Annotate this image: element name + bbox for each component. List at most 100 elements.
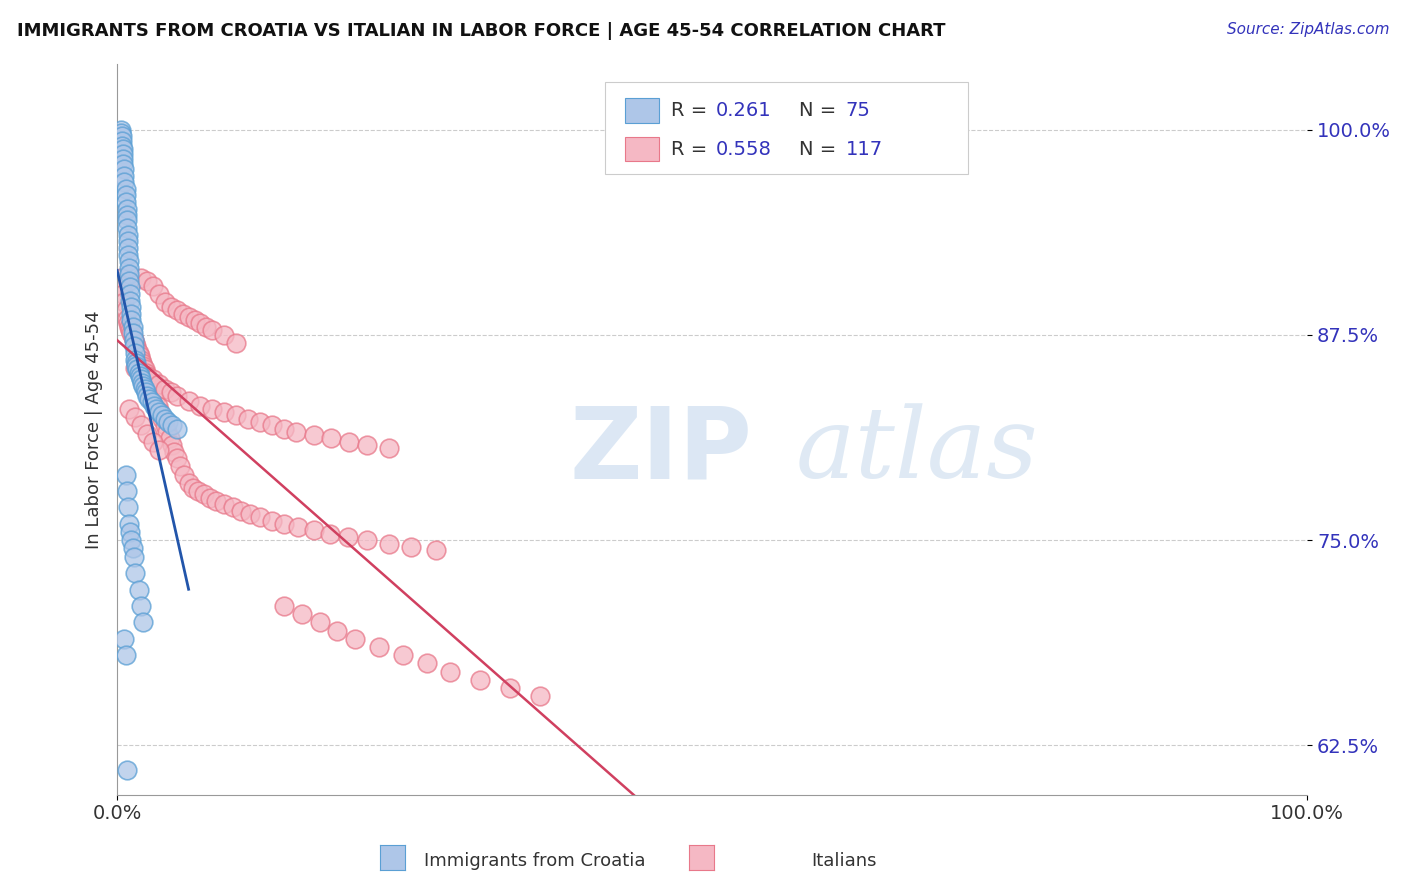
Point — [128, 349, 150, 363]
Point — [128, 582, 150, 597]
Point — [114, 188, 136, 202]
FancyBboxPatch shape — [605, 82, 969, 174]
Point — [121, 313, 143, 327]
Point — [153, 295, 176, 310]
Point — [356, 533, 378, 548]
Point — [399, 540, 422, 554]
Point — [157, 415, 180, 429]
Point — [166, 389, 188, 403]
Point — [110, 270, 132, 285]
Point — [177, 393, 200, 408]
Text: IMMIGRANTS FROM CROATIA VS ITALIAN IN LABOR FORCE | AGE 45-54 CORRELATION CHART: IMMIGRANTS FROM CROATIA VS ITALIAN IN LA… — [17, 22, 945, 40]
Point — [112, 287, 135, 301]
Point — [115, 213, 138, 227]
Point — [121, 329, 143, 343]
Point — [377, 536, 399, 550]
Point — [177, 475, 200, 490]
Point — [163, 444, 186, 458]
Point — [124, 346, 146, 360]
Point — [128, 369, 150, 384]
Point — [138, 392, 160, 406]
Point — [129, 599, 152, 613]
Point — [111, 278, 134, 293]
Point — [291, 607, 314, 621]
Point — [121, 300, 143, 314]
Point — [121, 326, 143, 341]
Point — [117, 235, 139, 249]
Point — [225, 409, 247, 423]
Point — [117, 500, 139, 515]
Bar — [626, 137, 658, 161]
Point — [146, 399, 169, 413]
Point — [321, 432, 343, 446]
Point — [112, 175, 135, 189]
Point — [132, 359, 155, 374]
Point — [159, 385, 181, 400]
Text: 117: 117 — [845, 140, 883, 159]
Point — [142, 385, 165, 400]
Point — [112, 157, 135, 171]
Point — [127, 362, 149, 376]
Point — [114, 648, 136, 663]
Point — [152, 409, 174, 423]
Point — [229, 504, 252, 518]
Point — [129, 270, 152, 285]
Point — [139, 379, 162, 393]
Point — [149, 405, 172, 419]
Point — [239, 507, 262, 521]
Point — [114, 194, 136, 209]
Point — [120, 524, 142, 539]
Point — [136, 389, 159, 403]
Point — [173, 467, 195, 482]
Point — [128, 346, 150, 360]
Point — [499, 681, 522, 695]
Point — [121, 541, 143, 556]
Point — [166, 451, 188, 466]
Point — [287, 520, 309, 534]
Point — [326, 624, 349, 638]
Point — [153, 411, 176, 425]
Point — [132, 379, 155, 393]
Point — [225, 336, 247, 351]
Point — [120, 323, 142, 337]
Point — [153, 418, 176, 433]
Point — [125, 339, 148, 353]
Point — [142, 434, 165, 449]
Point — [131, 376, 153, 390]
Point — [221, 500, 243, 515]
Point — [125, 356, 148, 370]
Point — [142, 372, 165, 386]
Text: Immigrants from Croatia: Immigrants from Croatia — [423, 852, 645, 870]
Point — [110, 126, 132, 140]
Point — [112, 162, 135, 177]
Point — [337, 434, 360, 449]
Point — [115, 483, 138, 498]
Point — [148, 442, 170, 457]
Point — [118, 267, 141, 281]
Point — [214, 328, 236, 343]
Point — [114, 467, 136, 482]
Point — [131, 356, 153, 370]
Point — [124, 566, 146, 580]
Text: R =: R = — [671, 101, 713, 120]
Point — [138, 376, 160, 390]
Point — [439, 665, 461, 679]
Point — [120, 293, 142, 308]
Bar — [626, 98, 658, 122]
Point — [529, 690, 551, 704]
Point — [110, 122, 132, 136]
Point — [121, 533, 143, 548]
Point — [121, 326, 143, 341]
Point — [118, 516, 141, 531]
Point — [143, 399, 166, 413]
Point — [129, 366, 152, 380]
Point — [160, 418, 183, 433]
Point — [190, 317, 212, 331]
Text: N =: N = — [799, 101, 842, 120]
Point — [112, 153, 135, 167]
Point — [128, 366, 150, 380]
Y-axis label: In Labor Force | Age 45-54: In Labor Force | Age 45-54 — [86, 310, 103, 549]
Point — [249, 415, 271, 429]
Text: R =: R = — [671, 140, 713, 159]
Point — [156, 425, 179, 439]
